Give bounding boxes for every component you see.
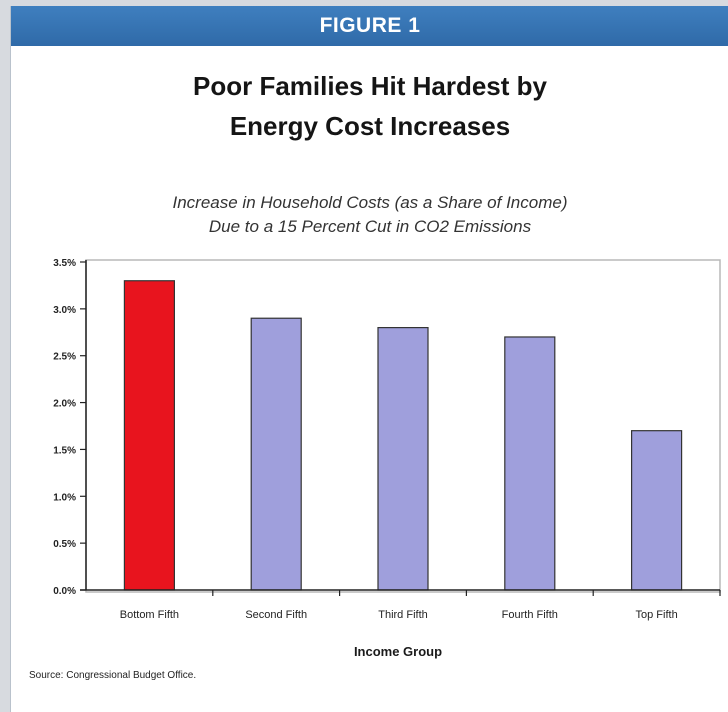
figure-banner: FIGURE 1 <box>11 6 728 46</box>
y-tick-label: 3.5% <box>53 258 76 269</box>
y-axis: 0.0% 0.5% 1.0% 1.5% 2.0% 2.5% 3.0% 3.5% <box>53 258 87 597</box>
x-tick-label: Top Fifth <box>636 609 678 621</box>
chart-title-line-2: Energy Cost Increases <box>229 111 511 141</box>
figure-panel: FIGURE 1 Poor Families Hit Hardest by En… <box>10 6 728 712</box>
chart-subtitle-line-1: Increase in Household Costs (as a Share … <box>172 193 568 212</box>
y-tick-label: 1.5% <box>53 445 76 456</box>
source-note: Source: Congressional Budget Office. <box>29 670 197 681</box>
chart-title-line-1: Poor Families Hit Hardest by <box>193 71 547 101</box>
bar-top-fifth <box>630 430 683 591</box>
x-tick-label: Second Fifth <box>245 609 307 621</box>
y-tick-label: 2.0% <box>53 399 76 410</box>
y-tick-label: 0.5% <box>53 539 76 550</box>
x-tick-label: Fourth Fifth <box>502 609 558 621</box>
x-axis: Bottom Fifth Second Fifth Third Fifth Fourt… <box>80 589 721 621</box>
bars <box>123 280 683 591</box>
x-axis-title: Income Group <box>354 644 442 659</box>
y-tick-label: 2.5% <box>53 352 76 363</box>
x-tick-label: Third Fifth <box>378 609 428 621</box>
bar-second-fifth <box>250 317 302 591</box>
bar-fourth-fifth <box>504 336 556 591</box>
y-tick-label: 1.0% <box>53 492 76 503</box>
x-tick-label: Bottom Fifth <box>120 609 179 621</box>
bar-third-fifth <box>377 327 429 591</box>
bar-bottom-fifth <box>123 280 176 591</box>
chart-title: Poor Families Hit Hardest by Energy Cost… <box>11 66 728 146</box>
chart-subtitle-line-2: Due to a 15 Percent Cut in CO2 Emissions <box>208 217 532 236</box>
y-tick-label: 3.0% <box>53 305 76 316</box>
chart-subtitle: Increase in Household Costs (as a Share … <box>11 191 728 239</box>
bar-chart: 0.0% 0.5% 1.0% 1.5% 2.0% 2.5% 3.0% 3.5% Bottom … <box>53 258 721 659</box>
y-tick-label: 0.0% <box>53 586 76 597</box>
